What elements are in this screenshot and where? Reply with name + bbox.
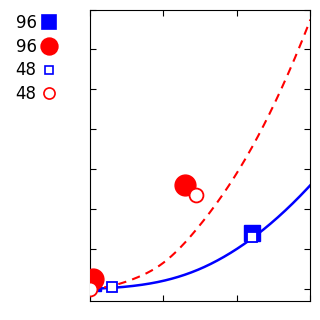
Legend: 96, 96, 48, 48: 96, 96, 48, 48 bbox=[14, 12, 55, 105]
